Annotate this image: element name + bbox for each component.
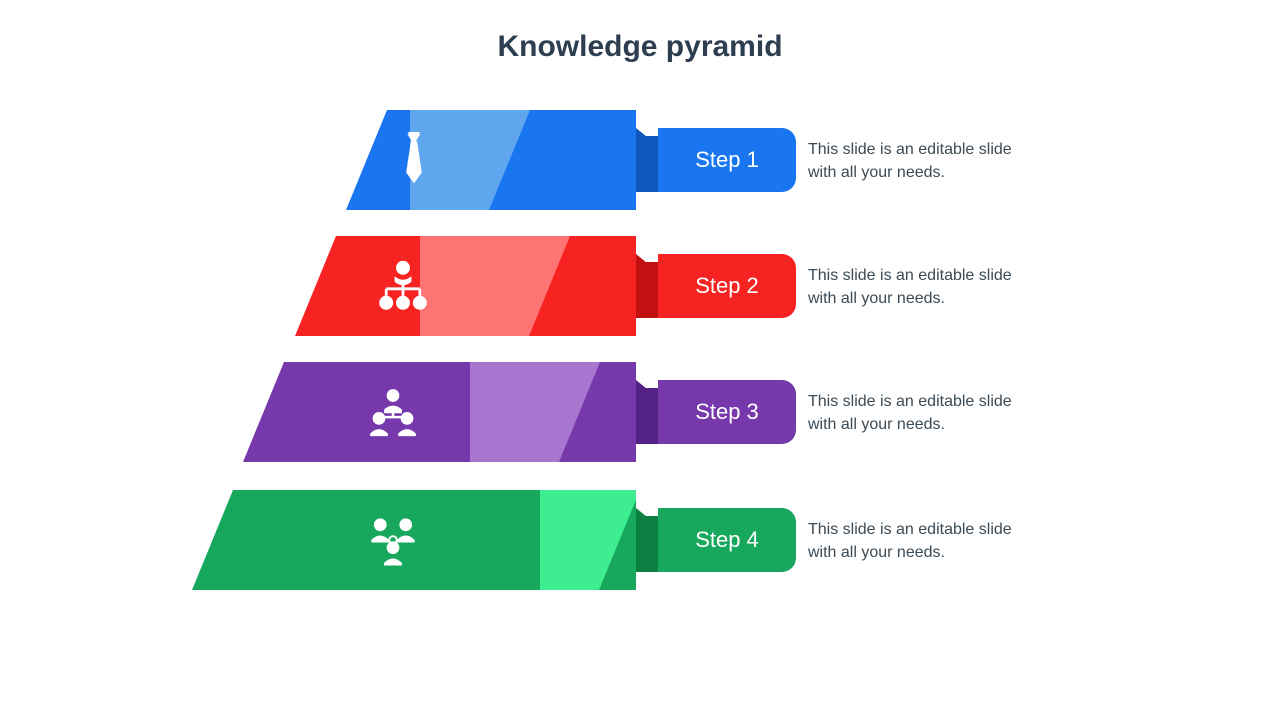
step-desc-2: This slide is an editable slide with all… <box>808 264 1028 310</box>
step-desc-1: This slide is an editable slide with all… <box>808 138 1028 184</box>
step-desc-3: This slide is an editable slide with all… <box>808 390 1028 436</box>
step-label-4: Step 4 <box>695 527 759 553</box>
step-badge-2: Step 2 <box>658 254 796 318</box>
step-badge-3: Step 3 <box>658 380 796 444</box>
step-label-1: Step 1 <box>695 147 759 173</box>
group-icon <box>365 512 421 568</box>
tie-icon <box>386 132 442 188</box>
pyramid-highlight-2 <box>420 236 570 336</box>
page-title: Knowledge pyramid <box>0 0 1280 64</box>
pyramid-level-2 <box>295 236 636 336</box>
step-badge-4: Step 4 <box>658 508 796 572</box>
step-badge-1: Step 1 <box>658 128 796 192</box>
step-label-3: Step 3 <box>695 399 759 425</box>
pyramid-highlight-3 <box>470 362 600 462</box>
step-desc-4: This slide is an editable slide with all… <box>808 518 1028 564</box>
org-icon <box>375 258 431 314</box>
team-icon <box>365 384 421 440</box>
pyramid-highlight-4 <box>540 490 640 590</box>
pyramid-level-3 <box>243 362 636 462</box>
step-label-2: Step 2 <box>695 273 759 299</box>
